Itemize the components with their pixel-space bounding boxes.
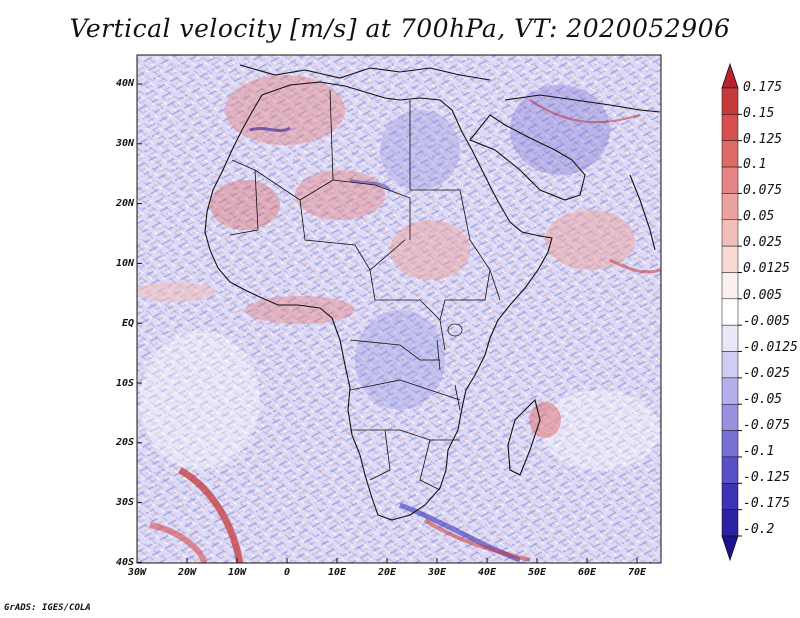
colorbar-tick-label: -0.075 — [743, 418, 790, 433]
india-coastline — [629, 174, 656, 251]
colorbar-segment — [721, 298, 739, 326]
colorbar-tick-label: -0.2 — [743, 522, 775, 537]
colorbar-tick-label: 0.075 — [743, 183, 783, 198]
colorbar-segment — [721, 114, 739, 141]
lat-tick-label: 10N — [115, 258, 134, 269]
colorbar-tick-label: 0.0125 — [743, 261, 790, 276]
colorbar-tick-label: -0.1 — [743, 444, 775, 459]
lat-tick-label: 30N — [115, 138, 134, 149]
madagascar-coastline — [507, 398, 541, 476]
colorbar-segment — [721, 430, 739, 458]
lon-tick-label: 10E — [327, 567, 347, 578]
lon-tick-label: 40E — [477, 567, 497, 578]
lon-tick-label: 30W — [127, 567, 147, 578]
africa-coastline — [204, 81, 553, 521]
colorbar-tick-label: 0.1 — [743, 157, 767, 172]
colorbar-segment — [721, 509, 739, 537]
lat-tick-label: 10S — [115, 378, 134, 389]
colorbar-tick-label: 0.15 — [743, 106, 775, 121]
colorbar — [721, 62, 742, 562]
lon-tick-label: 60E — [577, 567, 597, 578]
colorbar-segment — [721, 403, 739, 431]
iran-coastline — [504, 94, 661, 113]
axis-ticks — [136, 83, 638, 563]
colorbar-segment — [721, 272, 739, 300]
colorbar-segment — [721, 351, 739, 379]
colorbar-tick-label: 0.025 — [743, 235, 783, 250]
colorbar-segment — [721, 456, 739, 484]
country-borders — [229, 89, 501, 491]
lon-tick-label: 10W — [227, 567, 247, 578]
grads-credit: GrADS: IGES/COLA — [4, 603, 91, 613]
lon-tick-label: 50E — [527, 567, 547, 578]
colorbar-bottom-arrow — [721, 535, 739, 562]
colorbar-tick-label: -0.05 — [743, 392, 783, 407]
map-frame — [136, 54, 662, 564]
lat-tick-label: 20N — [115, 198, 134, 209]
lat-tick-label: EQ — [121, 318, 134, 329]
lat-tick-label: 30S — [115, 497, 134, 508]
colorbar-tick-label: -0.005 — [743, 314, 790, 329]
arabian-peninsula-coastline — [469, 114, 586, 201]
colorbar-segment — [721, 483, 739, 510]
vertical-velocity-field — [137, 55, 661, 563]
colorbar-segment — [721, 140, 739, 168]
mediterranean-north-coast — [239, 64, 491, 81]
colorbar-tick-label: 0.05 — [743, 209, 775, 224]
colorbar-segment — [721, 324, 739, 352]
colorbar-top-arrow — [721, 62, 739, 89]
colorbar-tick-label: -0.0125 — [743, 340, 798, 355]
colorbar-tick-label: -0.175 — [743, 496, 790, 511]
colorbar-tick-label: 0.175 — [743, 80, 783, 95]
colorbar-segment — [721, 193, 739, 221]
colorbar-tick-label: 0.125 — [743, 132, 783, 147]
lon-tick-label: 20W — [177, 567, 197, 578]
colorbar-segment — [721, 245, 739, 273]
colorbar-tick-label: 0.005 — [743, 288, 783, 303]
lat-tick-label: 40S — [115, 557, 134, 568]
coastlines — [204, 64, 661, 521]
lon-tick-label: 30E — [427, 567, 447, 578]
colorbar-tick-label: -0.125 — [743, 470, 790, 485]
lat-tick-label: 20S — [115, 437, 134, 448]
colorbar-segment — [721, 377, 739, 405]
colorbar-segment — [721, 219, 739, 247]
colorbar-tick-label: -0.025 — [743, 366, 790, 381]
map-title: Vertical velocity [m/s] at 700hPa, VT: 2… — [69, 14, 731, 43]
colorbar-segment — [721, 166, 739, 194]
lon-tick-label: 20E — [377, 567, 397, 578]
colorbar-segment — [721, 87, 739, 115]
lon-tick-label: 0 — [283, 567, 291, 578]
lat-tick-label: 40N — [115, 78, 134, 89]
lon-tick-label: 70E — [627, 567, 647, 578]
lakes — [436, 323, 463, 411]
